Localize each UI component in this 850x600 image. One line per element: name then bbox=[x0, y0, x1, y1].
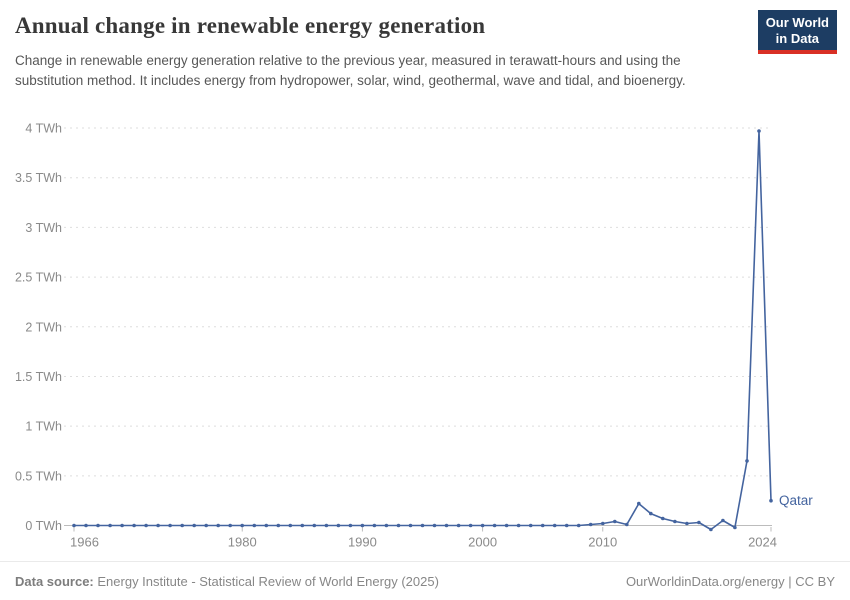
data-point[interactable] bbox=[661, 516, 665, 521]
data-point[interactable] bbox=[120, 523, 124, 528]
x-tick-label: 2000 bbox=[468, 535, 497, 550]
data-point[interactable] bbox=[216, 523, 220, 528]
x-tick-label: 1990 bbox=[348, 535, 377, 550]
data-point[interactable] bbox=[348, 523, 353, 528]
data-point[interactable] bbox=[192, 523, 196, 528]
data-point[interactable] bbox=[576, 523, 581, 528]
data-point[interactable] bbox=[516, 523, 521, 528]
x-tick-label: 2010 bbox=[588, 535, 617, 550]
data-point[interactable] bbox=[264, 523, 269, 528]
data-line[interactable] bbox=[74, 130, 772, 531]
data-point[interactable] bbox=[697, 520, 701, 525]
y-tick-label: 0 TWh bbox=[25, 519, 62, 533]
data-point[interactable] bbox=[745, 459, 749, 463]
data-point[interactable] bbox=[420, 523, 425, 528]
data-point[interactable] bbox=[300, 523, 305, 528]
data-point[interactable] bbox=[601, 521, 605, 526]
owid-logo-line1: Our World bbox=[765, 15, 829, 30]
owid-logo-line2: in Data bbox=[775, 30, 820, 46]
data-point[interactable] bbox=[144, 523, 148, 528]
data-point[interactable] bbox=[685, 521, 689, 526]
data-point[interactable] bbox=[372, 523, 377, 528]
data-point[interactable] bbox=[288, 523, 293, 528]
data-point[interactable] bbox=[84, 523, 88, 528]
data-point[interactable] bbox=[252, 523, 257, 528]
data-point[interactable] bbox=[312, 523, 317, 528]
x-tick-label: 2024 bbox=[748, 535, 777, 550]
y-tick-label: 0.5 TWh bbox=[15, 469, 62, 483]
data-point[interactable] bbox=[432, 523, 437, 528]
data-point[interactable] bbox=[625, 522, 629, 527]
data-point[interactable] bbox=[504, 523, 509, 528]
data-point[interactable] bbox=[240, 523, 244, 528]
data-point[interactable] bbox=[180, 523, 184, 528]
chart-subtitle: Change in renewable energy generation re… bbox=[15, 53, 686, 88]
data-point[interactable] bbox=[637, 501, 641, 506]
entity-label-qatar[interactable]: Qatar bbox=[779, 493, 813, 508]
y-tick-label: 3.5 TWh bbox=[15, 171, 62, 185]
data-point[interactable] bbox=[709, 527, 713, 532]
y-tick-label: 3 TWh bbox=[25, 221, 62, 235]
data-point[interactable] bbox=[204, 523, 208, 528]
data-point[interactable] bbox=[72, 523, 76, 528]
data-point[interactable] bbox=[168, 523, 172, 528]
data-point[interactable] bbox=[564, 523, 569, 528]
y-tick-label: 1 TWh bbox=[25, 420, 62, 434]
data-point[interactable] bbox=[588, 522, 593, 527]
y-tick-label: 2.5 TWh bbox=[15, 271, 62, 285]
data-point[interactable] bbox=[769, 498, 773, 503]
data-point[interactable] bbox=[408, 523, 413, 528]
owid-logo[interactable]: Our World in Data bbox=[757, 10, 837, 54]
data-point[interactable] bbox=[492, 523, 497, 528]
data-source-note: Data source: Energy Institute - Statisti… bbox=[15, 574, 439, 589]
page-title: Annual change in renewable energy genera… bbox=[15, 13, 486, 38]
data-point[interactable] bbox=[396, 523, 401, 528]
data-point[interactable] bbox=[733, 525, 737, 530]
data-source-label: Data source: bbox=[15, 573, 94, 589]
data-point[interactable] bbox=[456, 523, 461, 528]
credit-link[interactable]: OurWorldinData.org/energy | CC BY bbox=[625, 573, 835, 589]
y-tick-label: 4 TWh bbox=[25, 122, 62, 136]
data-point[interactable] bbox=[336, 523, 341, 528]
x-tick-label: 1966 bbox=[70, 535, 99, 550]
data-point[interactable] bbox=[156, 523, 160, 528]
data-point[interactable] bbox=[468, 523, 473, 528]
chart-footer: Data source: Energy Institute - Statisti… bbox=[0, 561, 850, 600]
data-point[interactable] bbox=[324, 523, 329, 528]
data-point[interactable] bbox=[444, 523, 449, 528]
data-point[interactable] bbox=[540, 523, 545, 528]
data-source-text: Energy Institute - Statistical Review of… bbox=[97, 573, 439, 589]
data-point[interactable] bbox=[649, 511, 653, 516]
data-point[interactable] bbox=[384, 523, 389, 528]
data-point[interactable] bbox=[528, 523, 533, 528]
data-point[interactable] bbox=[360, 523, 365, 528]
y-tick-label: 1.5 TWh bbox=[15, 370, 62, 384]
y-tick-label: 2 TWh bbox=[25, 320, 62, 334]
data-point[interactable] bbox=[721, 518, 725, 523]
data-point[interactable] bbox=[613, 519, 617, 524]
data-point[interactable] bbox=[552, 523, 557, 528]
data-point[interactable] bbox=[132, 523, 136, 528]
data-point[interactable] bbox=[757, 129, 761, 133]
data-point[interactable] bbox=[276, 523, 281, 528]
data-point[interactable] bbox=[673, 519, 677, 524]
x-tick-label: 1980 bbox=[228, 535, 257, 550]
data-point[interactable] bbox=[96, 523, 100, 528]
data-point[interactable] bbox=[108, 523, 112, 528]
data-point[interactable] bbox=[228, 523, 232, 528]
data-point[interactable] bbox=[480, 523, 485, 528]
